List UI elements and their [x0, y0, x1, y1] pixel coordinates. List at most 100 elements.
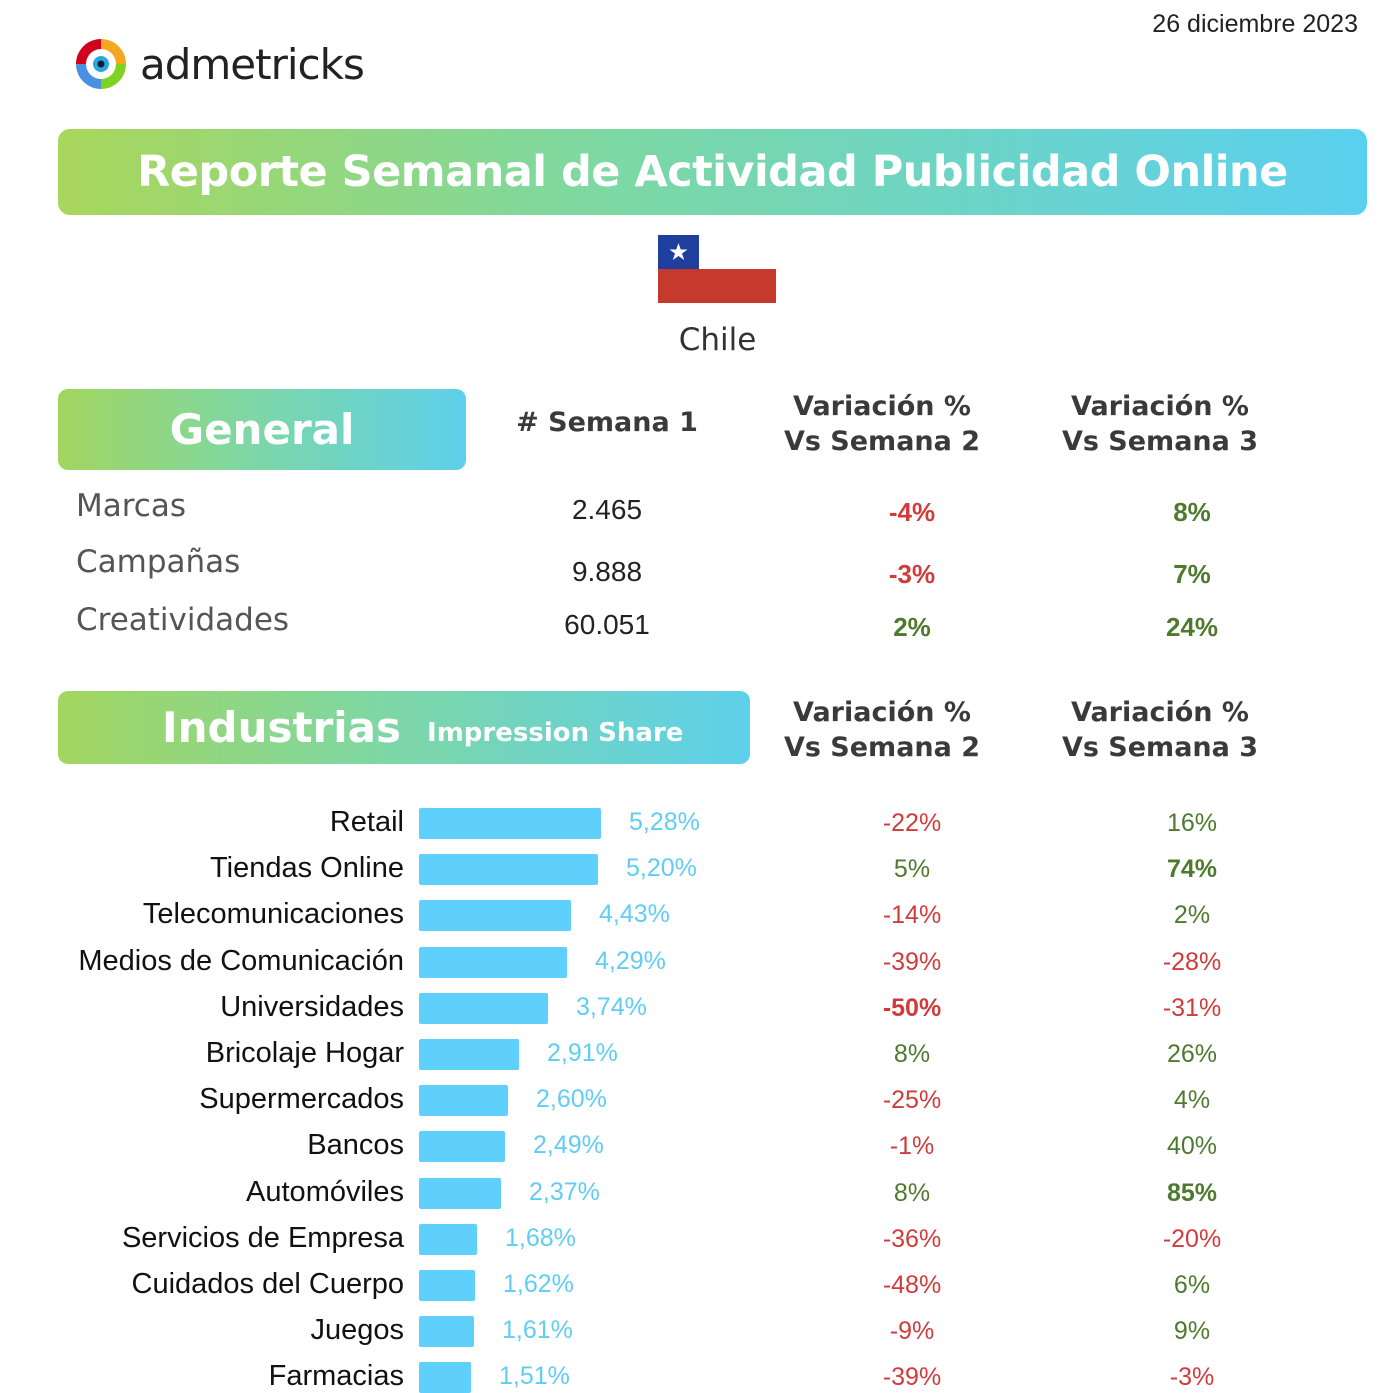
- variation-semana-2: -48%: [882, 1271, 942, 1299]
- share-value: 3,74%: [576, 993, 647, 1021]
- share-bar: [419, 1270, 475, 1301]
- col-variation-semana-2: Variación % Vs Semana 2: [772, 389, 992, 459]
- industry-label: Farmacias: [268, 1360, 404, 1392]
- general-row-value: 60.051: [564, 609, 650, 640]
- variation-semana-3: -28%: [1162, 948, 1222, 976]
- share-bar: [419, 1039, 519, 1070]
- share-bar: [419, 1362, 471, 1393]
- variation-semana-3: -31%: [1162, 994, 1222, 1022]
- share-bar: [419, 1131, 505, 1162]
- col-variation-line1: Variación %: [793, 697, 971, 728]
- logo-text: admetricks: [140, 39, 365, 89]
- variation-semana-2: -1%: [889, 1132, 935, 1160]
- variation-semana-3: 85%: [1166, 1179, 1218, 1207]
- share-value: 1,51%: [499, 1362, 570, 1390]
- share-value: 4,29%: [595, 947, 666, 975]
- share-bar: [419, 900, 571, 931]
- industry-label: Telecomunicaciones: [142, 898, 404, 930]
- industry-label: Juegos: [310, 1314, 404, 1346]
- share-value: 2,60%: [536, 1085, 607, 1113]
- variation-semana-3: 6%: [1173, 1271, 1211, 1299]
- general-row-v3: 8%: [1173, 497, 1211, 527]
- chile-flag-icon: [658, 235, 776, 303]
- share-bar: [419, 947, 567, 978]
- col-variation-line2: Vs Semana 2: [783, 732, 981, 763]
- col-variation-line1: Variación %: [793, 391, 971, 422]
- variation-semana-2: -36%: [882, 1225, 942, 1253]
- report-title: Reporte Semanal de Actividad Publicidad …: [137, 147, 1288, 197]
- industrias-section-header: Industrias Impression Share: [58, 691, 750, 764]
- share-bar: [419, 1178, 501, 1209]
- general-row-label: Campañas: [76, 544, 241, 580]
- share-bar: [419, 1316, 474, 1347]
- general-row-label: Creatividades: [76, 602, 290, 638]
- col-variation-line1: Variación %: [1071, 697, 1249, 728]
- industry-label: Medios de Comunicación: [78, 945, 404, 977]
- logo-icon: [74, 37, 128, 91]
- variation-semana-2: 8%: [893, 1040, 931, 1068]
- share-value: 1,68%: [505, 1224, 576, 1252]
- general-row-value: 9.888: [571, 556, 643, 587]
- share-value: 5,20%: [626, 854, 697, 882]
- general-row-v2: 2%: [893, 612, 931, 642]
- general-section-label: General: [169, 405, 355, 454]
- variation-semana-2: 5%: [893, 855, 931, 883]
- industrias-section-label: Industrias: [162, 703, 402, 752]
- ind-col-variation-semana-3: Variación % Vs Semana 3: [1050, 695, 1270, 765]
- col-variation-line2: Vs Semana 3: [1061, 426, 1259, 457]
- general-row-v3: 24%: [1165, 612, 1219, 642]
- industry-label: Bricolaje Hogar: [205, 1037, 404, 1069]
- variation-semana-3: 4%: [1173, 1086, 1211, 1114]
- variation-semana-3: -3%: [1169, 1363, 1215, 1391]
- report-date: 26 diciembre 2023: [1152, 10, 1358, 38]
- variation-semana-3: 9%: [1173, 1317, 1211, 1345]
- share-bar: [419, 993, 548, 1024]
- industry-label: Supermercados: [199, 1083, 404, 1115]
- industry-label: Servicios de Empresa: [121, 1222, 404, 1254]
- industrias-section-sub: Impression Share: [427, 717, 684, 748]
- variation-semana-2: -22%: [882, 809, 942, 837]
- logo: admetricks: [74, 34, 365, 94]
- industry-label: Universidades: [220, 991, 404, 1023]
- industry-label: Bancos: [307, 1129, 404, 1161]
- variation-semana-2: -39%: [882, 1363, 942, 1391]
- variation-semana-3: 40%: [1166, 1132, 1218, 1160]
- general-section-header: General: [58, 389, 466, 470]
- share-value: 2,37%: [529, 1178, 600, 1206]
- share-bar: [419, 808, 601, 839]
- industry-label: Cuidados del Cuerpo: [131, 1268, 404, 1300]
- share-bar: [419, 1224, 477, 1255]
- col-variation-semana-3: Variación % Vs Semana 3: [1050, 389, 1270, 459]
- variation-semana-3: 26%: [1166, 1040, 1218, 1068]
- share-bar: [419, 1085, 508, 1116]
- ind-col-variation-semana-2: Variación % Vs Semana 2: [772, 695, 992, 765]
- col-variation-line2: Vs Semana 3: [1061, 732, 1259, 763]
- share-value: 5,28%: [629, 808, 700, 836]
- share-value: 1,62%: [503, 1270, 574, 1298]
- share-value: 2,91%: [547, 1039, 618, 1067]
- general-row-value: 2.465: [571, 494, 643, 525]
- variation-semana-2: 8%: [893, 1179, 931, 1207]
- general-row-v2: -3%: [888, 559, 936, 589]
- industry-label: Tiendas Online: [210, 852, 404, 884]
- general-row-v3: 7%: [1173, 559, 1211, 589]
- variation-semana-3: 74%: [1166, 855, 1218, 883]
- industry-label: Automóviles: [246, 1176, 404, 1208]
- share-value: 2,49%: [533, 1131, 604, 1159]
- variation-semana-2: -39%: [882, 948, 942, 976]
- share-value: 4,43%: [599, 900, 670, 928]
- col-semana-1: # Semana 1: [516, 407, 698, 438]
- share-value: 1,61%: [502, 1316, 573, 1344]
- variation-semana-3: 2%: [1173, 901, 1211, 929]
- title-banner: Reporte Semanal de Actividad Publicidad …: [58, 129, 1367, 215]
- variation-semana-2: -50%: [882, 994, 942, 1022]
- col-variation-line1: Variación %: [1071, 391, 1249, 422]
- share-bar: [419, 854, 598, 885]
- general-row-v2: -4%: [888, 497, 936, 527]
- variation-semana-2: -9%: [889, 1317, 935, 1345]
- country-name: Chile: [678, 322, 757, 358]
- variation-semana-2: -25%: [882, 1086, 942, 1114]
- general-row-label: Marcas: [76, 488, 186, 524]
- variation-semana-3: -20%: [1162, 1225, 1222, 1253]
- variation-semana-2: -14%: [882, 901, 942, 929]
